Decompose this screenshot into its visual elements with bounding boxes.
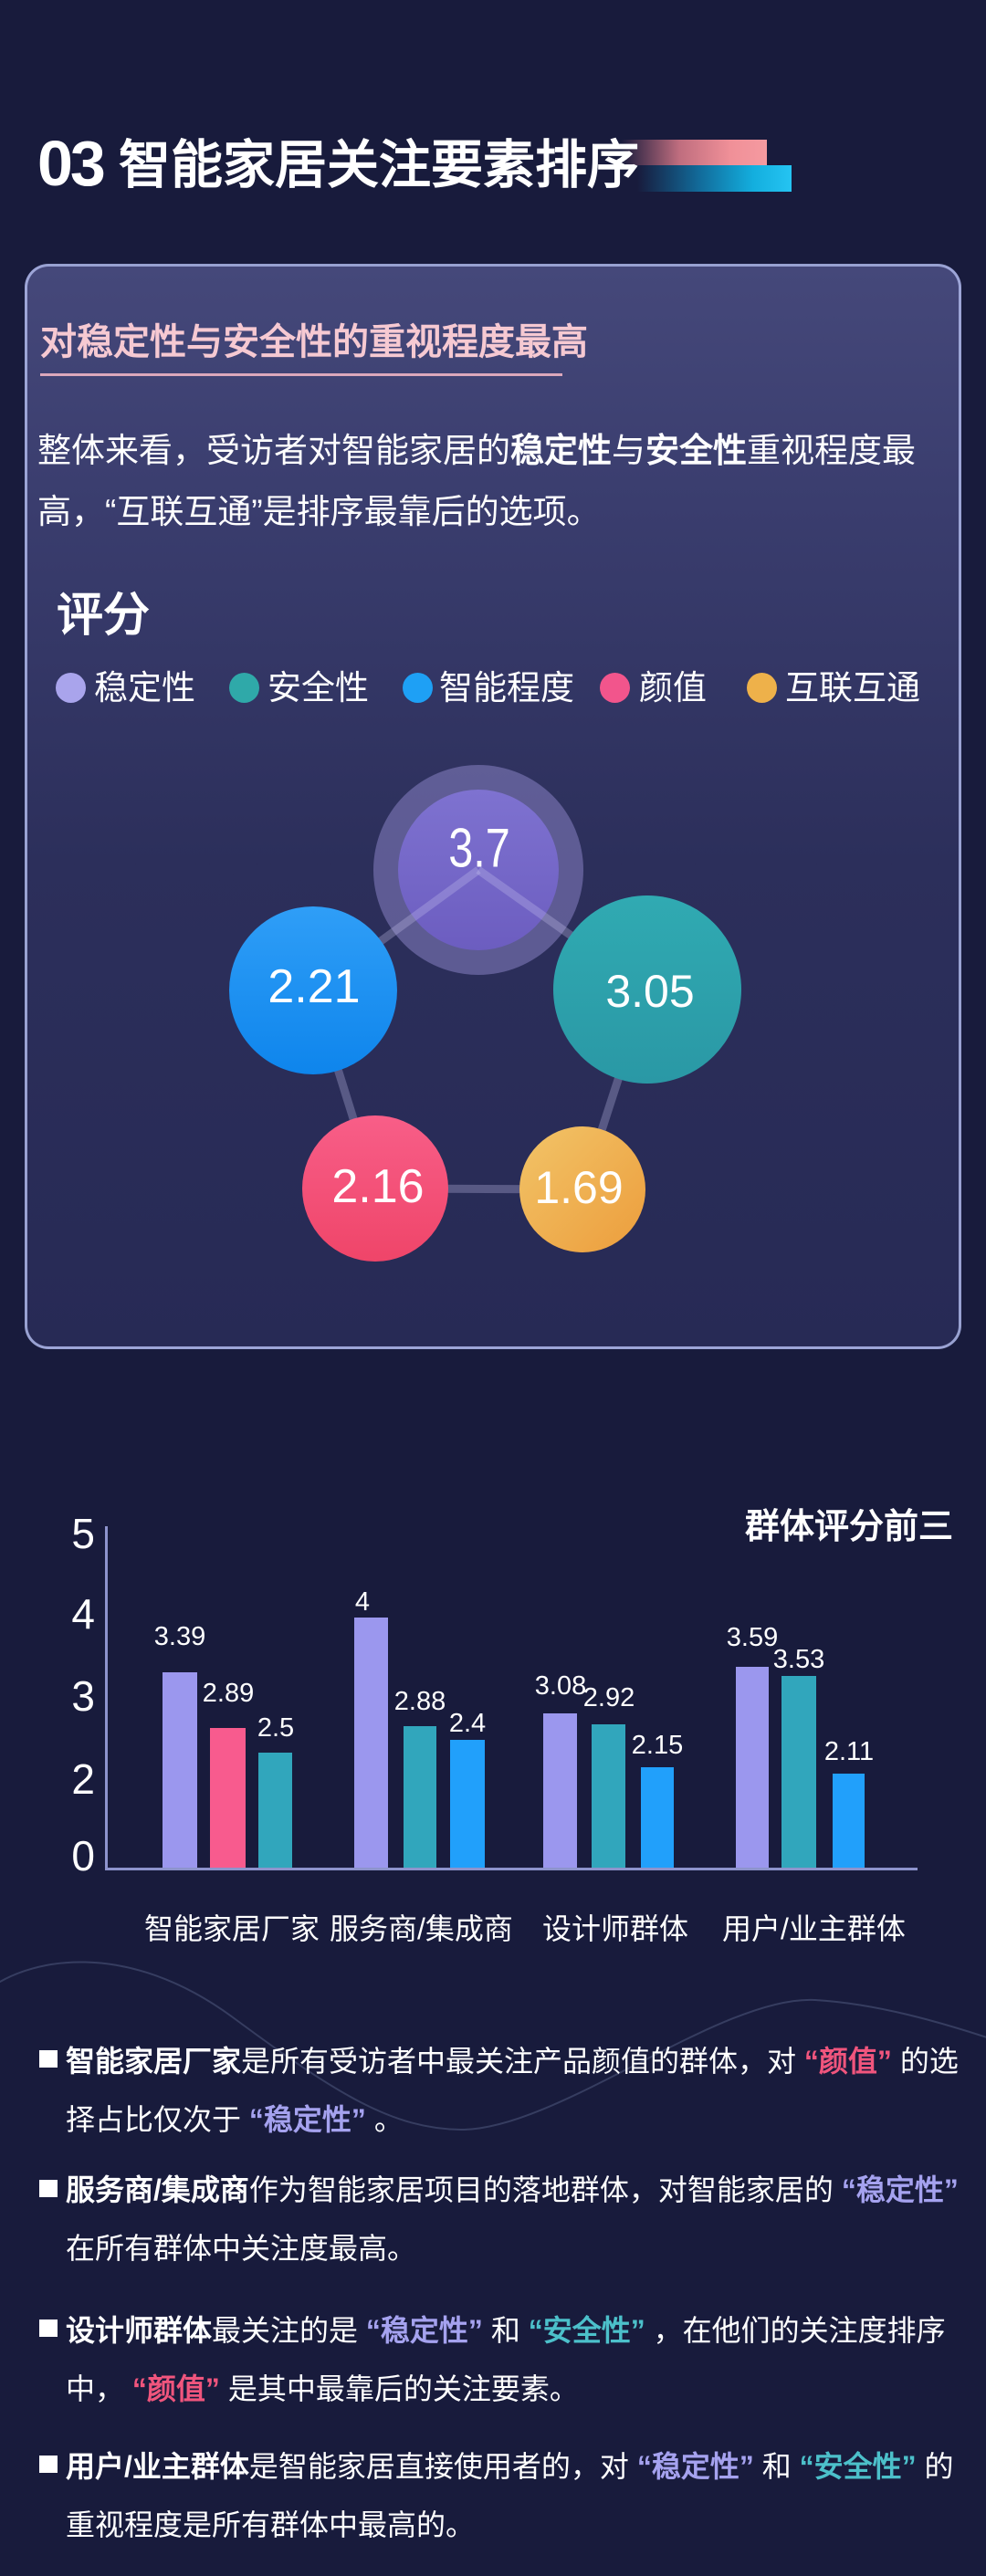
- svg-text:1.69: 1.69: [534, 1162, 623, 1213]
- svg-text:2.16: 2.16: [331, 1160, 424, 1213]
- svg-text:2.21: 2.21: [267, 960, 360, 1013]
- svg-text:3.7: 3.7: [448, 818, 510, 879]
- svg-text:3.05: 3.05: [605, 966, 694, 1017]
